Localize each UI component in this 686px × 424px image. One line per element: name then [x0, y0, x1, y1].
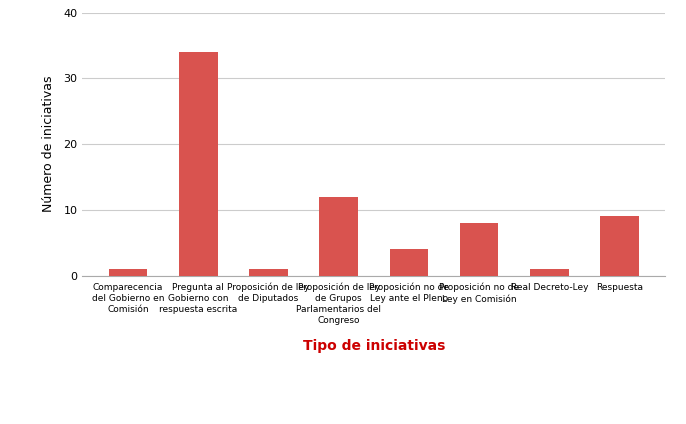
- Bar: [460, 223, 499, 276]
- Bar: [530, 269, 569, 276]
- Y-axis label: Número de iniciativas: Número de iniciativas: [42, 76, 55, 212]
- Bar: [320, 197, 358, 276]
- Bar: [109, 269, 147, 276]
- Bar: [600, 217, 639, 276]
- Bar: [179, 52, 217, 276]
- Bar: [249, 269, 288, 276]
- X-axis label: Tipo de iniciativas: Tipo de iniciativas: [303, 339, 445, 353]
- Bar: [390, 249, 428, 276]
